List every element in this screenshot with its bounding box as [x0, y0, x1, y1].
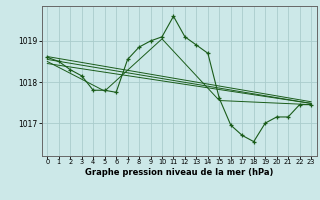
X-axis label: Graphe pression niveau de la mer (hPa): Graphe pression niveau de la mer (hPa) [85, 168, 273, 177]
